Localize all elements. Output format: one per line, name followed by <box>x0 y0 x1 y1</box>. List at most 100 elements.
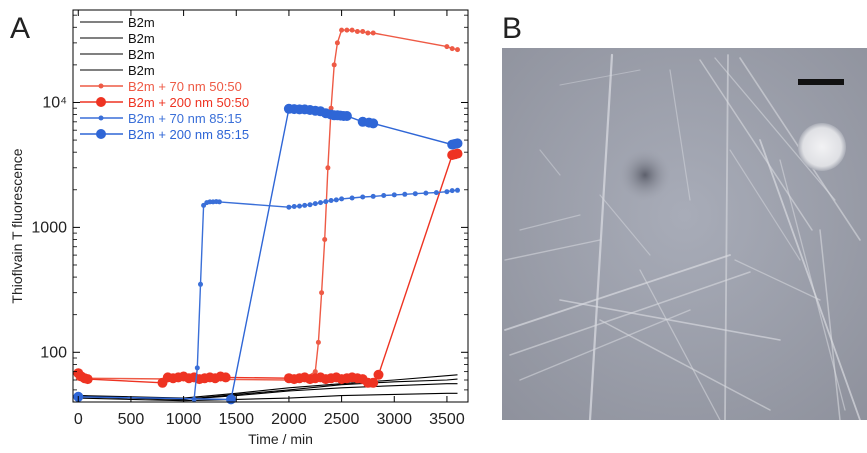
dark-spot <box>619 149 671 201</box>
x-tick-label-0: 0 <box>74 411 83 428</box>
x-tick-label-4: 2000 <box>271 411 307 428</box>
data-point-4-12 <box>344 27 350 33</box>
series-4 <box>75 27 460 383</box>
legend-entry-7: B2m + 200 nm 85:15 <box>80 127 249 142</box>
micrograph-background <box>502 48 867 420</box>
data-point-6-31 <box>455 187 460 193</box>
data-point-6-8 <box>216 199 222 205</box>
data-point-4-15 <box>360 29 366 34</box>
legend-entry-1: B2m <box>80 31 155 46</box>
series-line-5 <box>77 152 458 384</box>
y-tick-label-1: 1000 <box>31 219 67 236</box>
data-point-4-16 <box>365 30 371 36</box>
x-tick-label-7: 3500 <box>429 411 465 428</box>
fibril-group <box>504 53 861 420</box>
series-7 <box>73 103 463 405</box>
chart-panel-a: 0 500 1000 1500 2000 2500 3000 3500 100100010⁴ … <box>9 9 469 447</box>
data-point-6-2 <box>198 281 203 287</box>
data-point-6-9 <box>286 204 292 210</box>
legend-entry-3: B2m <box>80 63 155 78</box>
x-axis-title: Time / min <box>248 431 313 447</box>
data-point-6-27 <box>423 190 429 196</box>
data-point-6-22 <box>370 193 376 199</box>
legend-entry-0: B2m <box>80 15 155 30</box>
data-point-6-1 <box>194 365 200 371</box>
particle-blob <box>798 123 846 171</box>
legend-label-3: B2m <box>128 63 155 78</box>
data-point-5-37 <box>452 148 463 159</box>
x-tick-label-1: 500 <box>118 411 145 428</box>
data-point-6-12 <box>302 202 308 208</box>
data-point-7-15 <box>341 111 352 121</box>
data-point-6-15 <box>318 200 323 206</box>
data-point-4-10 <box>334 40 340 46</box>
y-axis: 100 1000 10⁴ <box>31 14 468 403</box>
data-point-6-14 <box>312 201 318 207</box>
legend-entry-6: B2m + 70 nm 85:15 <box>80 111 242 126</box>
data-point-5-33 <box>368 377 379 388</box>
data-point-4-18 <box>444 44 450 50</box>
data-point-6-11 <box>297 203 302 209</box>
data-point-5-3 <box>82 374 93 385</box>
data-point-4-14 <box>354 29 360 34</box>
data-point-4-4 <box>315 339 321 345</box>
panel-label-b: B <box>502 12 522 45</box>
y-tick-label-2: 10⁴ <box>42 94 67 111</box>
data-point-4-3 <box>312 369 318 375</box>
data-point-6-18 <box>333 197 339 203</box>
data-point-4-11 <box>339 27 345 33</box>
x-tick-label-6: 3000 <box>376 411 412 428</box>
legend-entry-2: B2m <box>80 47 155 62</box>
data-point-6-13 <box>307 202 313 208</box>
series-layer <box>73 27 463 405</box>
data-point-6-10 <box>291 204 297 209</box>
x-tick-label-5: 2500 <box>324 411 360 428</box>
data-point-5-34 <box>373 369 384 380</box>
data-point-6-20 <box>349 195 355 201</box>
data-point-4-20 <box>455 47 460 53</box>
series-6 <box>191 187 460 402</box>
legend-entry-5: B2m + 200 nm 50:50 <box>80 95 249 110</box>
data-point-6-24 <box>391 192 397 198</box>
series-line-3 <box>78 374 458 399</box>
legend-label-2: B2m <box>128 47 155 62</box>
data-point-4-19 <box>449 46 455 52</box>
data-point-6-28 <box>433 190 439 196</box>
data-point-6-26 <box>412 191 418 197</box>
data-point-6-23 <box>381 193 387 198</box>
data-point-4-6 <box>322 237 328 242</box>
data-point-4-17 <box>370 30 376 36</box>
data-point-6-16 <box>323 199 329 205</box>
legend-label-1: B2m <box>128 31 155 46</box>
legend-label-7: B2m + 200 nm 85:15 <box>128 127 249 142</box>
data-point-5-16 <box>220 372 231 383</box>
scale-bar <box>798 79 844 85</box>
data-point-4-7 <box>325 165 331 171</box>
data-point-7-18 <box>368 118 379 129</box>
legend-entry-4: B2m + 70 nm 50:50 <box>80 79 242 94</box>
series-3 <box>78 374 458 399</box>
x-tick-label-3: 1500 <box>218 411 254 428</box>
y-axis-title: Thioflvain T fluorescence <box>9 148 25 303</box>
data-point-4-13 <box>349 27 355 33</box>
data-point-7-1 <box>226 394 236 405</box>
y-tick-label-0: 100 <box>40 344 67 361</box>
legend-marker-4 <box>98 83 104 89</box>
legend-marker-6 <box>98 115 104 121</box>
data-point-6-19 <box>339 196 345 202</box>
legend-marker-5 <box>96 97 106 107</box>
legend-marker-7 <box>96 129 106 139</box>
legend-label-6: B2m + 70 nm 85:15 <box>128 111 242 126</box>
panel-label-a: A <box>10 12 30 45</box>
series-line-7 <box>78 108 458 401</box>
data-point-7-21 <box>452 138 463 149</box>
data-point-4-5 <box>319 290 325 296</box>
legend-label-0: B2m <box>128 15 155 30</box>
x-tick-label-2: 1000 <box>166 411 202 428</box>
data-point-6-25 <box>402 191 408 197</box>
legend-label-4: B2m + 70 nm 50:50 <box>128 79 242 94</box>
x-axis: 0 500 1000 1500 2000 2500 3000 3500 <box>74 10 465 428</box>
data-point-6-21 <box>360 194 366 200</box>
